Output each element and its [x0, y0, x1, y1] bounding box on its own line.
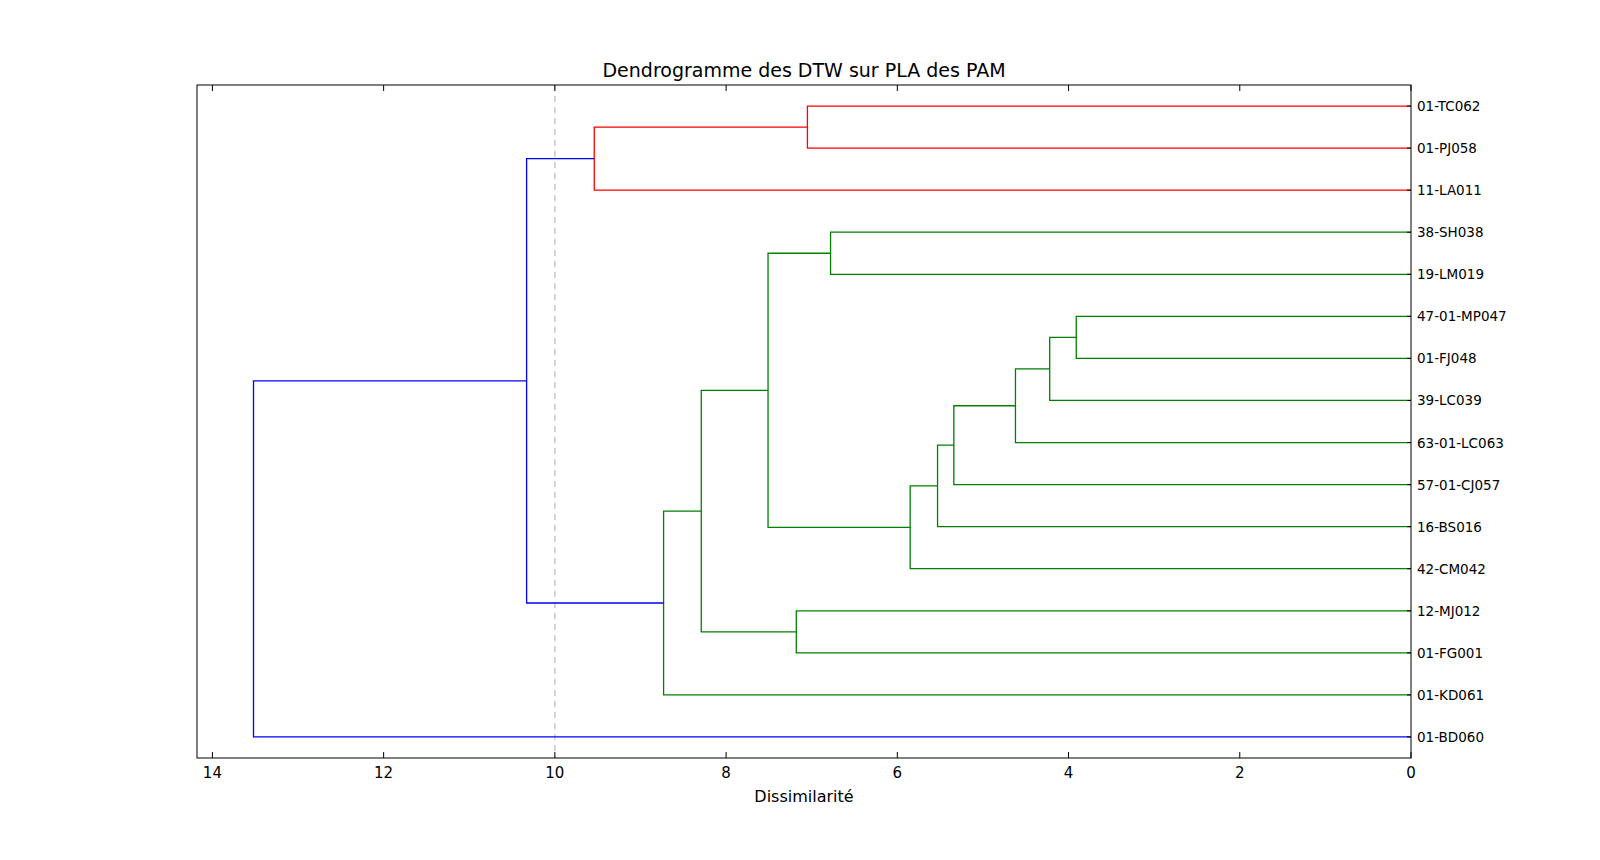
tick-mark [897, 752, 898, 758]
merge-link [768, 253, 910, 527]
leaf-label: 01-KD061 [1417, 687, 1484, 703]
tick-label: 6 [893, 764, 903, 782]
leaf-label: 01-BD060 [1417, 729, 1484, 745]
leaf-label: 01-FJ048 [1417, 350, 1477, 366]
tick-mark [1239, 752, 1240, 758]
merge-link [664, 511, 1411, 695]
tick-mark [1411, 85, 1412, 91]
tick-label: 2 [1235, 764, 1245, 782]
merge-link [938, 445, 1411, 526]
leaf-tick [1407, 274, 1411, 275]
leaf-tick [1407, 316, 1411, 317]
leaf-tick [1407, 484, 1411, 485]
tick-mark [726, 85, 727, 91]
merge-link [1050, 337, 1411, 400]
leaf-tick [1407, 526, 1411, 527]
leaf-label: 11-LA011 [1417, 182, 1482, 198]
threshold-line [554, 85, 555, 758]
tick-mark [383, 752, 384, 758]
merge-link [594, 127, 1411, 190]
tick-mark [554, 85, 555, 91]
leaf-label: 12-MJ012 [1417, 603, 1480, 619]
tick-label: 4 [1064, 764, 1074, 782]
tick-label: 12 [374, 764, 393, 782]
leaf-label: 19-LM019 [1417, 266, 1484, 282]
axis-label: Dissimilarité [754, 787, 853, 806]
leaf-label: 38-SH038 [1417, 224, 1484, 240]
merge-link [1015, 369, 1411, 443]
merge-link [910, 486, 1411, 569]
merge-link [1076, 316, 1411, 358]
merge-link [796, 611, 1411, 653]
leaf-label: 47-01-MP047 [1417, 308, 1507, 324]
leaf-tick [1407, 148, 1411, 149]
leaf-tick [1407, 694, 1411, 695]
leaf-tick [1407, 400, 1411, 401]
leaf-tick [1407, 232, 1411, 233]
leaf-label: 16-BS016 [1417, 519, 1482, 535]
tick-label: 0 [1406, 764, 1416, 782]
tick-label: 8 [721, 764, 731, 782]
leaf-label: 39-LC039 [1417, 392, 1482, 408]
leaf-tick [1407, 652, 1411, 653]
leaf-tick [1407, 190, 1411, 191]
tick-mark [1239, 85, 1240, 91]
leaf-label: 57-01-CJ057 [1417, 477, 1500, 493]
leaf-tick [1407, 442, 1411, 443]
merge-link [831, 232, 1411, 274]
leaf-label: 01-PJ058 [1417, 140, 1477, 156]
leaf-label: 42-CM042 [1417, 561, 1486, 577]
tick-mark [212, 85, 213, 91]
tick-mark [1411, 752, 1412, 758]
merge-link [527, 159, 664, 603]
merge-link [254, 381, 1411, 737]
merge-link [954, 406, 1411, 485]
frame [197, 85, 1411, 758]
leaf-tick [1407, 610, 1411, 611]
leaf-tick [1407, 736, 1411, 737]
tick-mark [1068, 85, 1069, 91]
tick-label: 14 [203, 764, 222, 782]
leaf-label: 01-FG001 [1417, 645, 1483, 661]
merge-link [701, 390, 796, 632]
tick-mark [897, 85, 898, 91]
tick-mark [212, 752, 213, 758]
tick-mark [554, 752, 555, 758]
tick-mark [726, 752, 727, 758]
leaf-tick [1407, 106, 1411, 107]
title: Dendrogramme des DTW sur PLA des PAM [602, 59, 1005, 81]
plot-area [254, 85, 1411, 758]
tick-mark [1068, 752, 1069, 758]
tick-label: 10 [545, 764, 564, 782]
leaf-tick [1407, 358, 1411, 359]
leaf-label: 01-TC062 [1417, 98, 1480, 114]
leaf-label: 63-01-LC063 [1417, 435, 1504, 451]
chart: Dendrogramme des DTW sur PLA des PAM 14 12… [0, 0, 1600, 860]
merge-link [807, 106, 1411, 148]
leaf-tick [1407, 568, 1411, 569]
tick-mark [383, 85, 384, 91]
